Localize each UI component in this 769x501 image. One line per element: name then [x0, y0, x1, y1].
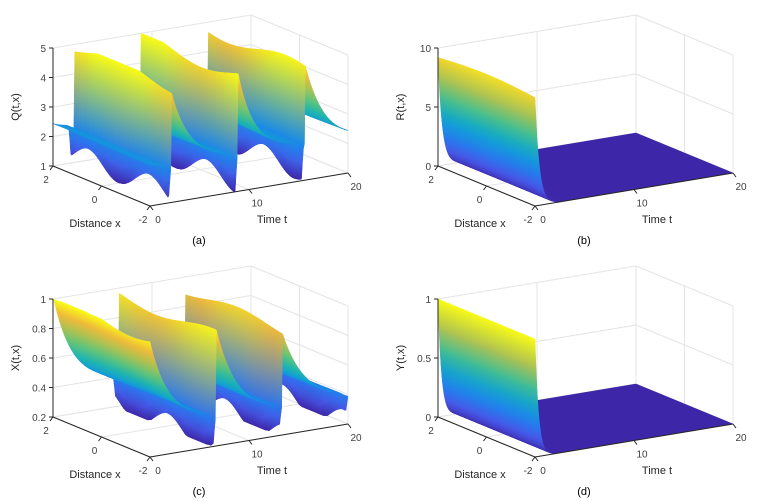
surface-plot-y: [385, 251, 769, 501]
caption-b: (b): [577, 235, 591, 247]
panel-d: (d): [385, 251, 769, 501]
panel-b: (b): [385, 0, 769, 250]
caption-a: (a): [192, 235, 206, 247]
panel-c: (c): [0, 251, 384, 501]
surface-plot-q: [0, 0, 384, 250]
caption-d: (d): [577, 486, 591, 498]
surface-plot-r: [385, 0, 769, 250]
caption-c: (c): [192, 486, 206, 498]
panel-a: (a): [0, 0, 384, 250]
surface-plot-x: [0, 251, 384, 501]
